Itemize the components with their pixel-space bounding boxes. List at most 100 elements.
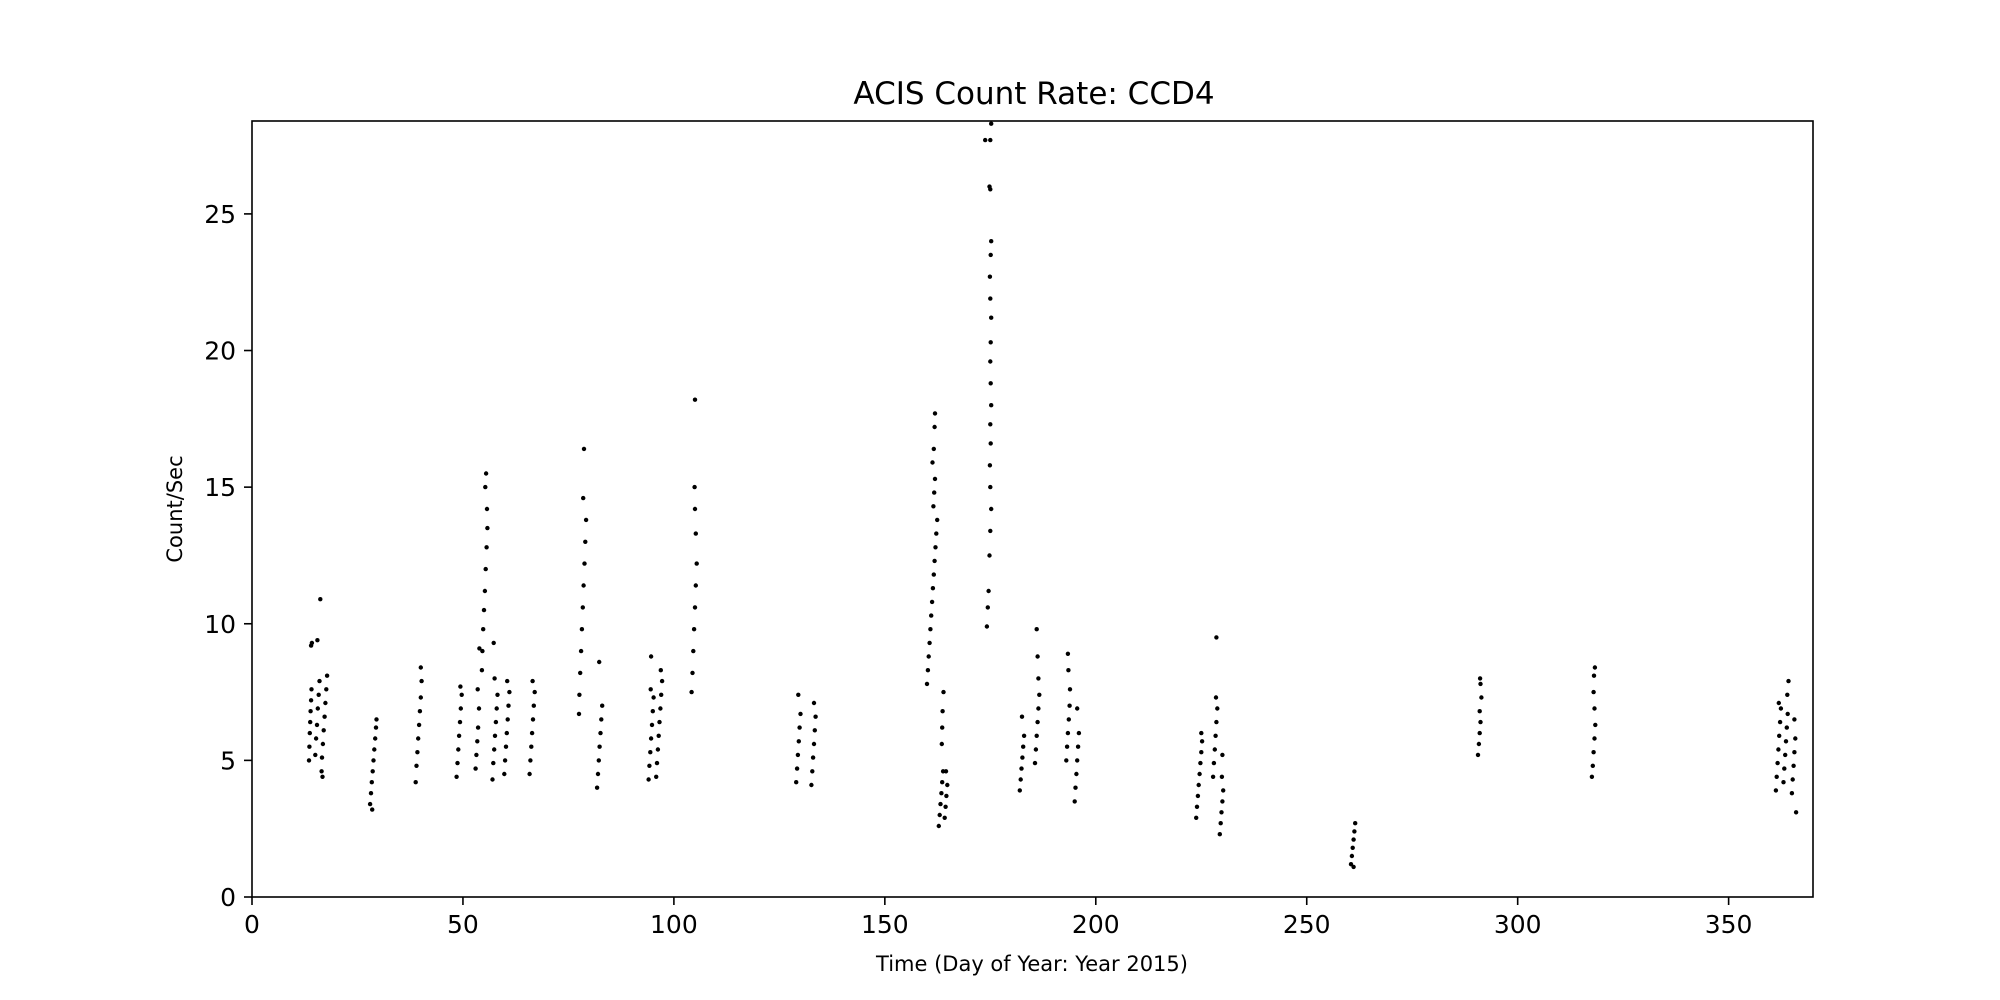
data-point (1477, 676, 1483, 681)
data-point (1074, 771, 1079, 777)
data-point (481, 627, 486, 632)
data-point (323, 700, 328, 706)
data-point (988, 137, 993, 143)
data-point (1777, 733, 1782, 738)
data-point (372, 747, 377, 752)
data-point (530, 717, 536, 722)
data-point (1215, 706, 1220, 711)
data-point (490, 777, 495, 782)
data-point (1592, 736, 1597, 741)
data-point (456, 747, 461, 752)
data-point (319, 755, 325, 760)
data-point (924, 681, 930, 687)
data-point (934, 531, 939, 536)
y-tick-label: 20 (204, 337, 236, 366)
data-point (925, 668, 931, 673)
data-point (317, 678, 322, 684)
data-point (989, 121, 994, 126)
data-point (935, 517, 940, 523)
x-tick-label: 50 (447, 910, 479, 939)
data-point (309, 640, 315, 646)
data-point (483, 471, 489, 476)
data-point (989, 403, 994, 408)
data-point (988, 484, 993, 490)
data-point (796, 692, 801, 697)
data-point (658, 706, 663, 711)
data-point (932, 490, 937, 495)
data-point (942, 815, 947, 820)
data-point (320, 741, 326, 747)
data-point (477, 646, 482, 651)
data-point (485, 525, 490, 531)
data-point (370, 769, 375, 774)
data-point (927, 640, 932, 646)
data-point (1774, 774, 1779, 779)
data-point (1034, 733, 1039, 738)
data-point (491, 760, 496, 766)
data-point (581, 446, 587, 452)
data-point (1478, 681, 1483, 687)
data-point (504, 730, 509, 736)
data-point (1592, 665, 1598, 670)
data-point (1591, 673, 1597, 678)
data-point (493, 719, 499, 725)
data-point (939, 791, 944, 796)
x-tick-label: 350 (1705, 910, 1753, 939)
data-point (1591, 750, 1596, 755)
data-point (1593, 722, 1598, 728)
data-point (987, 463, 993, 468)
data-point (582, 561, 587, 566)
data-point (1017, 788, 1022, 793)
data-point (1065, 730, 1071, 736)
data-point (654, 760, 660, 766)
data-point (648, 750, 653, 755)
data-point (415, 750, 420, 755)
data-point (583, 539, 588, 544)
data-point (1072, 799, 1077, 804)
data-point (319, 769, 324, 774)
data-point (531, 703, 536, 708)
x-tick-label: 100 (650, 910, 698, 939)
data-point (926, 654, 931, 659)
data-point (491, 640, 496, 646)
y-tick-label: 25 (204, 200, 236, 229)
data-point (492, 676, 497, 681)
data-point (1589, 774, 1595, 779)
data-point (475, 687, 480, 692)
data-point (938, 801, 943, 807)
data-point (1020, 755, 1025, 760)
data-point (1018, 777, 1023, 782)
data-point (654, 774, 659, 779)
data-point (1790, 777, 1795, 782)
data-point (1351, 864, 1356, 870)
data-point (502, 771, 507, 777)
data-point (596, 758, 601, 763)
data-point (1198, 760, 1203, 766)
data-point (987, 184, 992, 189)
data-point (308, 719, 313, 725)
data-point (988, 359, 993, 364)
data-point (1019, 714, 1025, 719)
data-point (506, 703, 511, 708)
data-point (931, 504, 936, 509)
x-axis-label: Time (Day of Year: Year 2015) (875, 952, 1188, 976)
data-point (988, 441, 993, 446)
data-point (989, 315, 994, 320)
data-point (594, 785, 600, 790)
data-point (474, 752, 479, 758)
data-point (1785, 692, 1790, 697)
data-point (989, 506, 994, 512)
data-point (933, 545, 938, 550)
y-axis-label: Count/Sec (163, 455, 187, 562)
data-point (578, 670, 583, 676)
data-point (507, 689, 512, 695)
data-point (1791, 763, 1796, 768)
data-point (1792, 750, 1797, 755)
data-point (1214, 719, 1219, 725)
data-point (484, 506, 490, 512)
data-point (1783, 739, 1789, 744)
data-point (988, 296, 993, 301)
data-point (579, 627, 585, 632)
x-tick-label: 0 (244, 910, 260, 939)
data-point (318, 597, 323, 602)
